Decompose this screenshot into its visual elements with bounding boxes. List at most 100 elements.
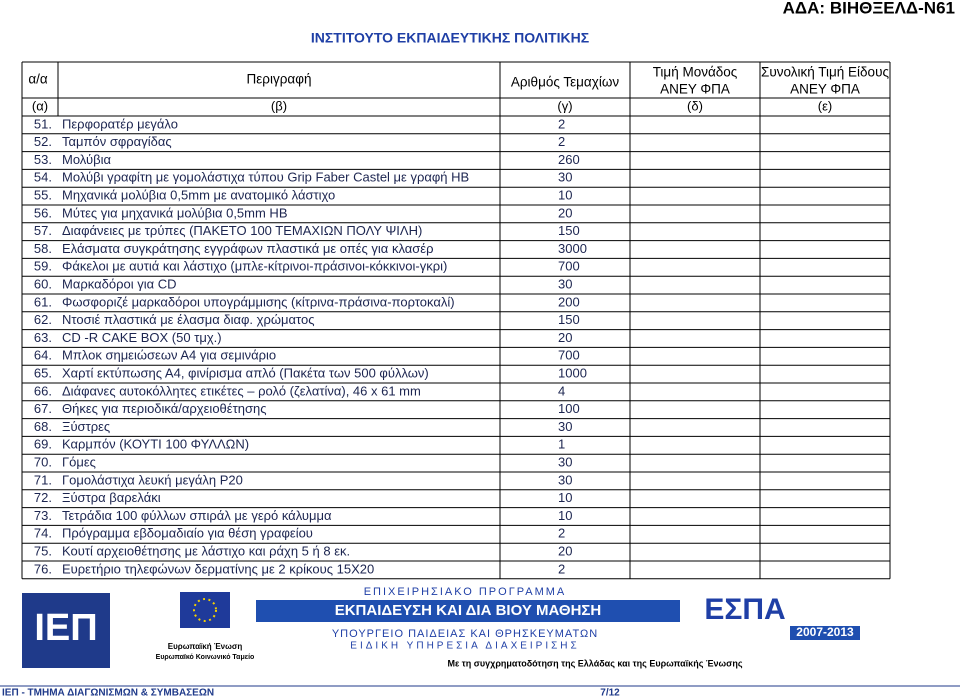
- column-header: Συνολική Τιμή Είδους: [761, 65, 889, 80]
- row-number: 73.: [34, 508, 52, 523]
- row-description: Πρόγραμμα εβδομαδιαίο για θέση γραφείου: [62, 526, 313, 541]
- row-quantity: 3000: [558, 241, 587, 256]
- row-description: Ντοσιέ πλαστικά με έλασμα διαφ. χρώματος: [62, 312, 314, 327]
- row-quantity: 2: [558, 134, 565, 149]
- row-number: 65.: [34, 366, 52, 381]
- row-quantity: 200: [558, 294, 580, 309]
- row-quantity: 1000: [558, 366, 587, 381]
- row-description: Μαρκαδόροι για CD: [62, 277, 176, 292]
- eu-text: Ευρωπαϊκό Κοινωνικό Ταμείο: [156, 654, 255, 661]
- column-header: ΑΝΕΥ ΦΠΑ: [660, 82, 730, 97]
- row-quantity: 2: [558, 526, 565, 541]
- row-description: Ξύστρες: [62, 419, 110, 434]
- row-quantity: 20: [558, 544, 572, 559]
- row-quantity: 100: [558, 401, 580, 416]
- row-description: Περφορατέρ μεγάλο: [62, 116, 178, 131]
- ada: ΑΔΑ: ΒΙΗΘΞΕΛΔ-Ν61: [783, 0, 955, 17]
- row-quantity: 10: [558, 490, 572, 505]
- row-description: CD -R CAKE BOX (50 τμχ.): [62, 330, 222, 345]
- row-description: Μύτες για μηχανικά μολύβια 0,5mm HB: [62, 205, 288, 220]
- row-quantity: 30: [558, 419, 572, 434]
- row-description: Χαρτί εκτύπωσης Α4, φινίρισμα απλό (Πακέ…: [62, 366, 429, 381]
- row-description: Τετράδια 100 φύλλων σπιράλ με γερό κάλυμ…: [62, 508, 332, 523]
- footer-left: ΙΕΠ - ΤΜΗΜΑ ΔΙΑΓΩΝΙΣΜΩΝ & ΣΥΜΒΑΣΕΩΝ: [2, 688, 214, 699]
- program-text: ΕΚΠΑΙΔΕΥΣΗ ΚΑΙ ΔΙΑ ΒΙΟΥ ΜΑΘΗΣΗ: [335, 602, 602, 619]
- row-quantity: 30: [558, 455, 572, 470]
- row-quantity: 2: [558, 561, 565, 576]
- row-number: 69.: [34, 437, 52, 452]
- row-number: 75.: [34, 544, 52, 559]
- row-description: Φάκελοι με αυτιά και λάστιχο (μπλε-κίτρι…: [62, 259, 447, 274]
- row-description: Ταμπόν σφραγίδας: [62, 134, 172, 149]
- row-number: 52.: [34, 134, 52, 149]
- espa: ΕΣΠΑ: [704, 593, 785, 626]
- cofunding: Με τη συγχρηματοδότηση της Ελλάδας και τ…: [447, 658, 742, 668]
- row-number: 76.: [34, 561, 52, 576]
- row-number: 63.: [34, 330, 52, 345]
- column-code: (ε): [818, 98, 832, 113]
- row-description: Μηχανικά μολύβια 0,5mm με ανατομικό λάστ…: [62, 188, 335, 203]
- row-number: 51.: [34, 116, 52, 131]
- row-quantity: 4: [558, 383, 565, 398]
- logos: ΙΕΠ Ευρωπαϊκή Ένωση Ευρωπαϊκό Κοινωνικό …: [22, 586, 860, 668]
- espa-years: 2007-2013: [796, 625, 854, 639]
- row-number: 71.: [34, 472, 52, 487]
- row-description: Μπλοκ σημειώσεων Α4 για σεμινάριο: [62, 348, 276, 363]
- column-header: Περιγραφή: [247, 72, 312, 87]
- column-header: Αριθμός Τεμαχίων: [511, 75, 619, 90]
- row-description: Ξύστρα βαρελάκι: [62, 490, 161, 505]
- row-description: Μολύβι γραφίτη με γομολάστιχα τύπου Grip…: [62, 170, 469, 185]
- row-number: 54.: [34, 170, 52, 185]
- iep-logo: [22, 593, 110, 668]
- eu-stars: [193, 598, 217, 622]
- row-quantity: 30: [558, 277, 572, 292]
- row-description: Γομολάστιχα λευκή μεγάλη P20: [62, 472, 243, 487]
- row-number: 58.: [34, 241, 52, 256]
- column-code: (δ): [687, 98, 703, 113]
- row-quantity: 10: [558, 508, 572, 523]
- column-header: Τιμή Μονάδος: [653, 65, 738, 80]
- row-quantity: 700: [558, 348, 580, 363]
- eu-flag: [180, 592, 230, 628]
- program-text: ΥΠΟΥΡΓΕΙΟ ΠΑΙΔΕΙΑΣ ΚΑΙ ΘΡΗΣΚΕΥΜΑΤΩΝ: [332, 628, 598, 640]
- row-quantity: 150: [558, 312, 580, 327]
- row-quantity: 20: [558, 205, 572, 220]
- row-quantity: 260: [558, 152, 580, 167]
- row-number: 68.: [34, 419, 52, 434]
- row-description: Κουτί αρχειοθέτησης με λάστιχο και ράχη …: [62, 544, 350, 559]
- row-description: Ελάσματα συγκράτησης εγγράφων πλαστικά μ…: [62, 241, 433, 256]
- row-number: 59.: [34, 259, 52, 274]
- row-number: 61.: [34, 294, 52, 309]
- row-quantity: 10: [558, 188, 572, 203]
- row-quantity: 1: [558, 437, 565, 452]
- row-quantity: 2: [558, 116, 565, 131]
- row-quantity: 30: [558, 472, 572, 487]
- row-quantity: 150: [558, 223, 580, 238]
- row-number: 56.: [34, 205, 52, 220]
- row-number: 64.: [34, 348, 52, 363]
- row-quantity: 20: [558, 330, 572, 345]
- eu-text: Ευρωπαϊκή Ένωση: [168, 642, 243, 651]
- row-description: Θήκες για περιοδικά/αρχειοθέτησης: [62, 401, 266, 416]
- row-number: 74.: [34, 526, 52, 541]
- title: ΙΝΣΤΙΤΟΥΤΟ ΕΚΠΑΙΔΕΥΤΙΚΗΣ ΠΟΛΙΤΙΚΗΣ: [311, 30, 589, 46]
- row-number: 60.: [34, 277, 52, 292]
- row-description: Ευρετήριο τηλεφώνων δερματίνης με 2 κρίκ…: [62, 561, 374, 576]
- column-code: (β): [271, 98, 287, 113]
- row-description: Μολύβια: [62, 152, 111, 167]
- table: α/α (α) Περιγραφή (β) Αριθμός Τεμαχίων (γ) Τιμ…: [21, 61, 891, 580]
- row-number: 57.: [34, 223, 52, 238]
- row-number: 67.: [34, 401, 52, 416]
- column-code: (γ): [557, 98, 572, 113]
- row-description: Διάφανες αυτοκόλλητες ετικέτες – ρολό (ζ…: [62, 383, 421, 398]
- row-number: 66.: [34, 383, 52, 398]
- row-quantity: 30: [558, 170, 572, 185]
- espa-years-bg: [790, 626, 860, 640]
- program-text: ΕΙΔΙΚΗ ΥΠΗΡΕΣΙΑ ΔΙΑΧΕΙΡΙΣΗΣ: [350, 641, 579, 652]
- row-number: 55.: [34, 188, 52, 203]
- column-header: α/α: [28, 72, 48, 87]
- footer-page: 7/12: [600, 688, 620, 699]
- row-number: 70.: [34, 455, 52, 470]
- column-header: ΑΝΕΥ ΦΠΑ: [790, 82, 860, 97]
